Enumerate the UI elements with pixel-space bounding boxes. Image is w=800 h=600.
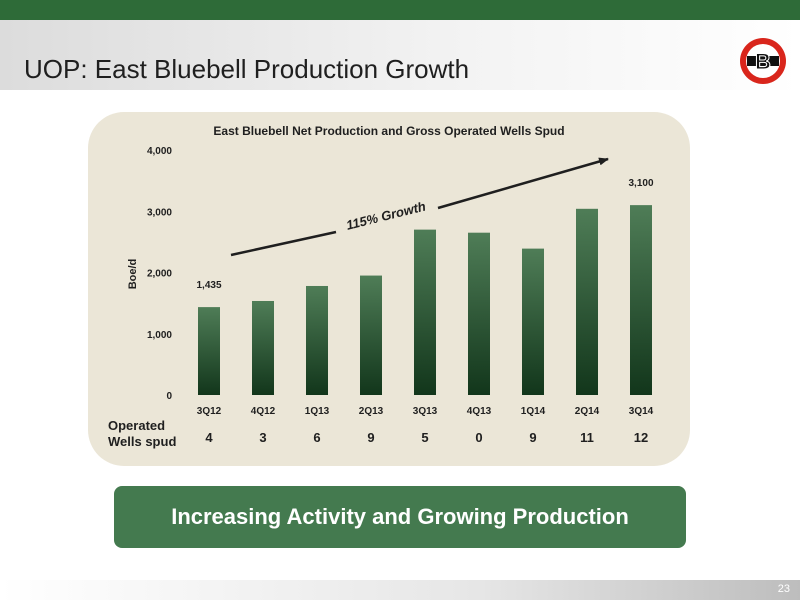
bar-1Q14: [522, 248, 544, 395]
x-tick-label: 2Q13: [359, 406, 384, 417]
wells-label-line1: Operated: [108, 418, 166, 433]
callout-text: Increasing Activity and Growing Producti…: [171, 504, 629, 529]
x-tick-label: 4Q12: [251, 406, 276, 417]
header-band: [0, 20, 800, 90]
bar-1Q13: [306, 285, 328, 395]
wells-spud-value: 11: [580, 430, 594, 445]
page-number: 23: [777, 583, 790, 595]
callout-banner: Increasing Activity and Growing Producti…: [114, 486, 686, 548]
wells-spud-value: 0: [475, 430, 482, 445]
wells-spud-value: 9: [529, 430, 536, 445]
production-bar-chart: East Bluebell Net Production and Gross O…: [127, 124, 654, 445]
top-accent-bar: [0, 0, 800, 20]
growth-arrow-tail: [230, 230, 337, 257]
x-tick-label: 1Q13: [305, 406, 330, 417]
bar-data-label: 1,435: [196, 280, 221, 291]
growth-arrow-head: [437, 157, 609, 210]
x-tick-label: 3Q13: [413, 406, 438, 417]
wells-spud-value: 9: [367, 430, 374, 445]
chart-title: East Bluebell Net Production and Gross O…: [213, 124, 564, 138]
x-tick-label: 4Q13: [467, 406, 492, 417]
wells-spud-value: 5: [421, 430, 428, 445]
logo-letter: B: [755, 49, 771, 74]
x-tick-label: 2Q14: [575, 406, 600, 417]
wells-spud-value: 4: [205, 430, 213, 445]
y-axis-label: Boe/d: [127, 259, 139, 290]
bar-4Q13: [468, 232, 490, 395]
bar-3Q14: [630, 205, 652, 395]
wells-spud-value: 6: [313, 430, 320, 445]
bar-2Q13: [360, 275, 382, 395]
wells-label-line2: Wells spud: [108, 434, 177, 449]
y-tick-label: 3,000: [147, 207, 172, 218]
wells-spud-value: 3: [259, 430, 266, 445]
y-tick-label: 2,000: [147, 269, 172, 280]
footer-band: [0, 580, 800, 600]
bar-3Q13: [414, 229, 436, 395]
wells-spud-row-label: Operated Wells spud: [108, 418, 176, 450]
bar-2Q14: [576, 208, 598, 395]
bar-4Q12: [252, 300, 274, 395]
slide-title: UOP: East Bluebell Production Growth: [24, 54, 470, 84]
x-tick-label: 1Q14: [521, 406, 546, 417]
y-tick-label: 4,000: [147, 146, 172, 157]
bar-data-label: 3,100: [628, 178, 653, 189]
y-tick-label: 1,000: [147, 330, 172, 341]
growth-annotation-label: 115% Growth: [345, 198, 428, 232]
wells-spud-value: 12: [634, 430, 648, 445]
x-tick-label: 3Q12: [197, 406, 222, 417]
x-tick-label: 3Q14: [629, 406, 654, 417]
y-tick-label: 0: [166, 391, 172, 402]
bar-3Q12: [198, 307, 220, 395]
company-logo-icon: B: [740, 38, 786, 84]
